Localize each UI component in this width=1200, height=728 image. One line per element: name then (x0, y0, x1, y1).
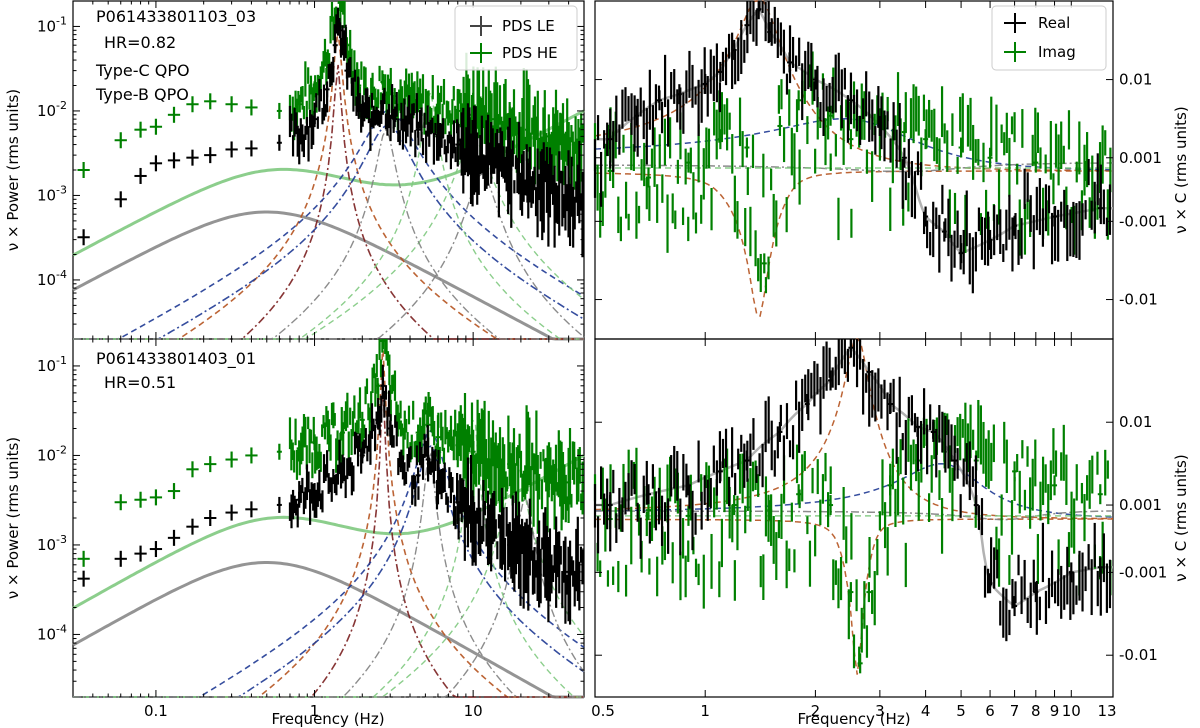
xtick-label: 0.1 (144, 702, 168, 720)
ytick-label: 0.001 (1119, 496, 1162, 514)
xtick-label: 6 (985, 702, 995, 720)
xtick-label: 4 (921, 702, 931, 720)
xtick-label: 9 (1050, 702, 1060, 720)
legend-top-right: Real Imag (991, 5, 1107, 71)
xtick-label: 0.5 (591, 702, 615, 720)
component-typec-imag (595, 170, 1113, 317)
legend-label-imag: Imag (1038, 43, 1076, 61)
ylabel-bottom-left: ν × Power (rms units) (4, 437, 22, 599)
ytick-label: -0.001 (1119, 212, 1167, 230)
legend-label-he: PDS HE (502, 44, 558, 62)
obsid-label-top: P061433801103_03 (96, 7, 256, 27)
ytick-label: 0.01 (1119, 413, 1152, 431)
component-harmonic-le (73, 128, 584, 340)
legend-top-left: PDS LE PDS HE (454, 5, 578, 71)
ytick-label: 10-2 (37, 99, 67, 120)
component-typeb-he (73, 109, 585, 340)
type-c-qpo-label: Type-C QPO (95, 61, 190, 80)
ytick-label: 10-4 (37, 622, 67, 643)
obsid-label-bottom: P061433801403_01 (96, 349, 256, 369)
model-le-total (72, 561, 584, 699)
ytick-label: -0.001 (1119, 563, 1167, 581)
legend-label-le: PDS LE (502, 17, 555, 35)
ytick-label: 10-2 (37, 443, 67, 464)
xtick-label: 1 (700, 702, 710, 720)
model-le-total (72, 210, 584, 341)
xtick-label: 2 (811, 702, 821, 720)
xlabel-bottom-right: Frequency (Hz) (797, 710, 910, 728)
ytick-label: 10-4 (37, 268, 67, 289)
type-b-qpo-label: Type-B QPO (95, 85, 189, 104)
ytick-label: -0.01 (1119, 646, 1158, 664)
ytick-label: 10-1 (37, 354, 67, 375)
xtick-label: 3 (875, 702, 885, 720)
ylabel-bottom-right: ν × C (rms units) (1172, 454, 1190, 581)
ytick-label: 0.001 (1119, 149, 1162, 167)
xtick-label: 8 (1031, 702, 1041, 720)
ytick-label: 10-3 (37, 183, 67, 204)
hr-label-bottom: HR=0.51 (104, 373, 176, 392)
ytick-label: 10-1 (37, 14, 67, 35)
ytick-label: -0.01 (1119, 291, 1158, 309)
component-typeb (595, 462, 1114, 518)
xtick-label: 5 (956, 702, 966, 720)
model-he-total (72, 453, 585, 610)
ytick-label: 10-3 (37, 533, 67, 554)
legend-label-real: Real (1038, 14, 1070, 32)
hr-label-top: HR=0.82 (104, 33, 176, 52)
xlabel-bottom-left: Frequency (Hz) (271, 710, 384, 728)
xtick-label: 7 (1010, 702, 1020, 720)
ylabel-top-left: ν × Power (rms units) (4, 89, 22, 251)
xtick-label: 1 (310, 702, 320, 720)
component-broad (595, 162, 1114, 173)
ytick-label: 0.01 (1119, 71, 1152, 89)
xtick-label: 10 (1062, 702, 1081, 720)
component-harmonic-le (73, 452, 584, 698)
ylabel-top-right: ν × C (rms units) (1172, 106, 1190, 233)
xtick-label: 10 (464, 702, 483, 720)
xtick-label: 13 (1097, 702, 1116, 720)
